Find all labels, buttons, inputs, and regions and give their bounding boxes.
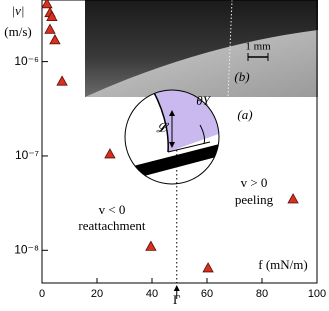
x-label: f (mN/m) — [258, 257, 307, 272]
right-text: peeling — [235, 192, 274, 207]
y-tick-label: 10⁻⁶ — [14, 54, 39, 68]
inset-photo — [85, 0, 318, 98]
axes-frame — [41, 0, 318, 284]
inset-a-label: (a) — [237, 107, 252, 122]
y-tick-label: 10⁻⁸ — [14, 242, 39, 256]
left-text: reattachment — [78, 218, 146, 233]
angle-symbol: θY — [196, 93, 211, 108]
left-sign: v < 0 — [99, 202, 126, 217]
triangle-marker — [56, 75, 68, 86]
threshold-arrowhead — [173, 285, 180, 291]
x-tick-label: 40 — [146, 288, 158, 300]
triangle-marker — [46, 10, 58, 22]
x-tick-label: 60 — [201, 288, 213, 300]
right-sign: v > 0 — [241, 175, 268, 190]
triangle-marker — [287, 193, 299, 204]
x-tick-label: 100 — [308, 288, 326, 300]
x-tick-label: 80 — [256, 288, 268, 300]
scale-bar-label: 1 mm — [245, 41, 271, 53]
triangle-marker — [104, 148, 116, 159]
inset-b-label: (b) — [234, 69, 249, 84]
y-tick-label: 10⁻⁷ — [15, 148, 39, 162]
triangle-marker — [49, 34, 61, 45]
triangle-marker — [145, 240, 157, 251]
y-label: |v| — [12, 3, 25, 18]
x-tick-label: 0 — [39, 288, 45, 300]
triangle-marker — [41, 0, 53, 9]
x-tick-label: 20 — [91, 288, 103, 300]
threshold-label: Γ — [173, 292, 181, 306]
triangle-marker — [202, 262, 214, 273]
y-label-unit: (m/s) — [4, 24, 31, 39]
triangle-marker — [44, 23, 56, 34]
